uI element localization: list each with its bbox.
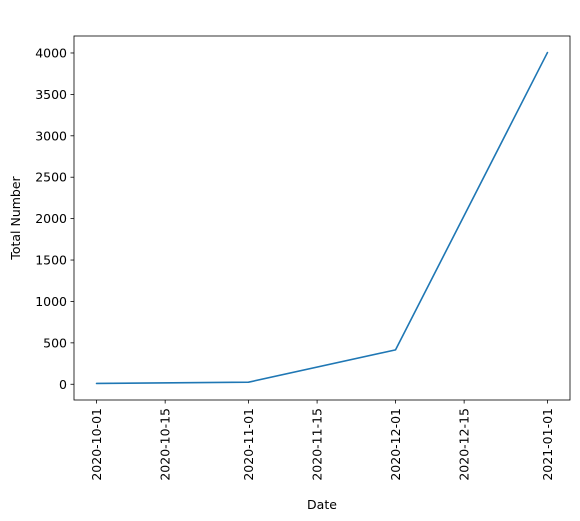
x-tick-label: 2020-10-15 [158, 408, 173, 481]
x-tick-label: 2021-01-01 [540, 408, 555, 481]
x-tick-label: 2020-11-01 [241, 408, 256, 481]
y-tick-label: 1500 [35, 253, 67, 268]
x-tick-label: 2020-12-15 [457, 408, 472, 481]
series-line-0 [95, 51, 549, 385]
x-axis-ticks: 2020-10-01 2020-10-15 2020-11-01 2020-11-15… [89, 400, 555, 481]
plot-area [74, 10, 570, 400]
x-tick-label: 2020-11-15 [310, 408, 325, 481]
x-axis-title: Date [307, 497, 337, 512]
plot-frame [73, 35, 571, 401]
y-axis-title: Total Number [8, 175, 23, 260]
y-tick-label: 2500 [35, 170, 67, 185]
y-tick-label: 500 [43, 335, 67, 350]
y-axis-ticks: 0 500 1000 1500 2000 2500 3000 3500 4000 [35, 45, 74, 392]
y-tick-label: 3000 [35, 128, 67, 143]
series-layer [95, 51, 549, 385]
y-tick-label: 0 [59, 377, 67, 392]
x-tick-label: 2020-10-01 [89, 408, 104, 481]
x-tick-label: 2020-12-01 [388, 408, 403, 481]
y-tick-label: 4000 [35, 45, 67, 60]
y-tick-label: 1000 [35, 294, 67, 309]
y-tick-label: 2000 [35, 211, 67, 226]
y-tick-label: 3500 [35, 87, 67, 102]
